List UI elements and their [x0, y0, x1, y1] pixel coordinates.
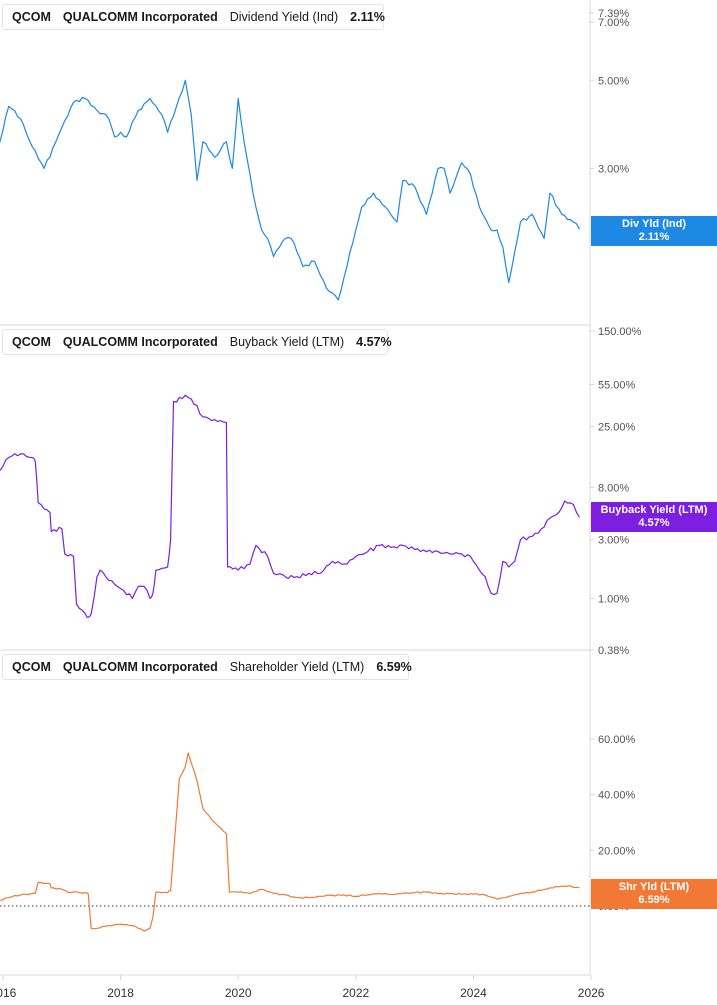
buyback-yield-tag: Buyback Yield (LTM) 4.57%	[591, 502, 717, 532]
dividend-yield-tag: Div Yld (Ind) 2.11%	[591, 216, 717, 246]
shareholder-yield-legend: QCOM QUALCOMM Incorporated Shareholder Y…	[2, 654, 412, 680]
tag-label: Shr Yld (LTM)	[618, 881, 690, 893]
tag-label: Buyback Yield (LTM)	[600, 504, 708, 516]
y-tick-label: 5.00%	[598, 75, 629, 87]
legend-value: 2.11%	[350, 10, 385, 24]
legend-ticker: QCOM	[12, 10, 51, 24]
x-tick-label: 2022	[342, 986, 369, 1000]
legend-ticker: QCOM	[12, 335, 51, 349]
tag-value: 6.59%	[638, 894, 670, 906]
y-tick-label: 55.00%	[598, 380, 636, 392]
y-tick-label: 25.00%	[598, 422, 636, 434]
shareholder-line	[0, 752, 580, 932]
x-tick-label: 2016	[0, 986, 17, 1000]
legend-value: 6.59%	[376, 660, 412, 674]
tag-value: 2.11%	[638, 231, 670, 243]
legend-value: 4.57%	[356, 335, 392, 349]
y-tick-label: 7.39%	[598, 8, 629, 20]
legend-metric: Buyback Yield (LTM)	[229, 335, 345, 349]
x-tick-label: 2018	[107, 986, 134, 1000]
x-tick-label: 2020	[225, 986, 252, 1000]
dividend-line	[0, 79, 580, 301]
y-tick-label: 0.38%	[598, 645, 629, 657]
y-tick-label: 1.00%	[598, 593, 629, 605]
y-tick-label: 7.00%	[598, 17, 629, 29]
tag-label: Div Yld (Ind)	[622, 218, 686, 230]
legend-company: QUALCOMM Incorporated	[62, 335, 218, 349]
y-tick-label: 150.00%	[598, 326, 642, 338]
y-tick-label: 40.00%	[598, 790, 636, 802]
dividend-yield-legend: QCOM QUALCOMM Incorporated Dividend Yiel…	[2, 4, 385, 30]
shareholder-yield-tag: Shr Yld (LTM) 6.59%	[591, 879, 717, 909]
legend-company: QUALCOMM Incorporated	[62, 660, 218, 674]
y-tick-label: 20.00%	[598, 845, 636, 857]
y-tick-label: 3.00%	[598, 535, 629, 547]
legend-company: QUALCOMM Incorporated	[62, 10, 218, 24]
y-tick-label: 3.00%	[598, 163, 629, 175]
tag-value: 4.57%	[638, 517, 670, 529]
y-tick-label: 8.00%	[598, 482, 629, 494]
buyback-line	[0, 394, 580, 618]
x-tick-label: 2026	[578, 986, 605, 1000]
legend-metric: Shareholder Yield (LTM)	[229, 660, 365, 674]
legend-ticker: QCOM	[12, 660, 51, 674]
x-tick-label: 2024	[460, 986, 487, 1000]
legend-metric: Dividend Yield (Ind)	[229, 10, 339, 24]
y-tick-label: 60.00%	[598, 734, 636, 746]
buyback-yield-legend: QCOM QUALCOMM Incorporated Buyback Yield…	[2, 329, 392, 355]
